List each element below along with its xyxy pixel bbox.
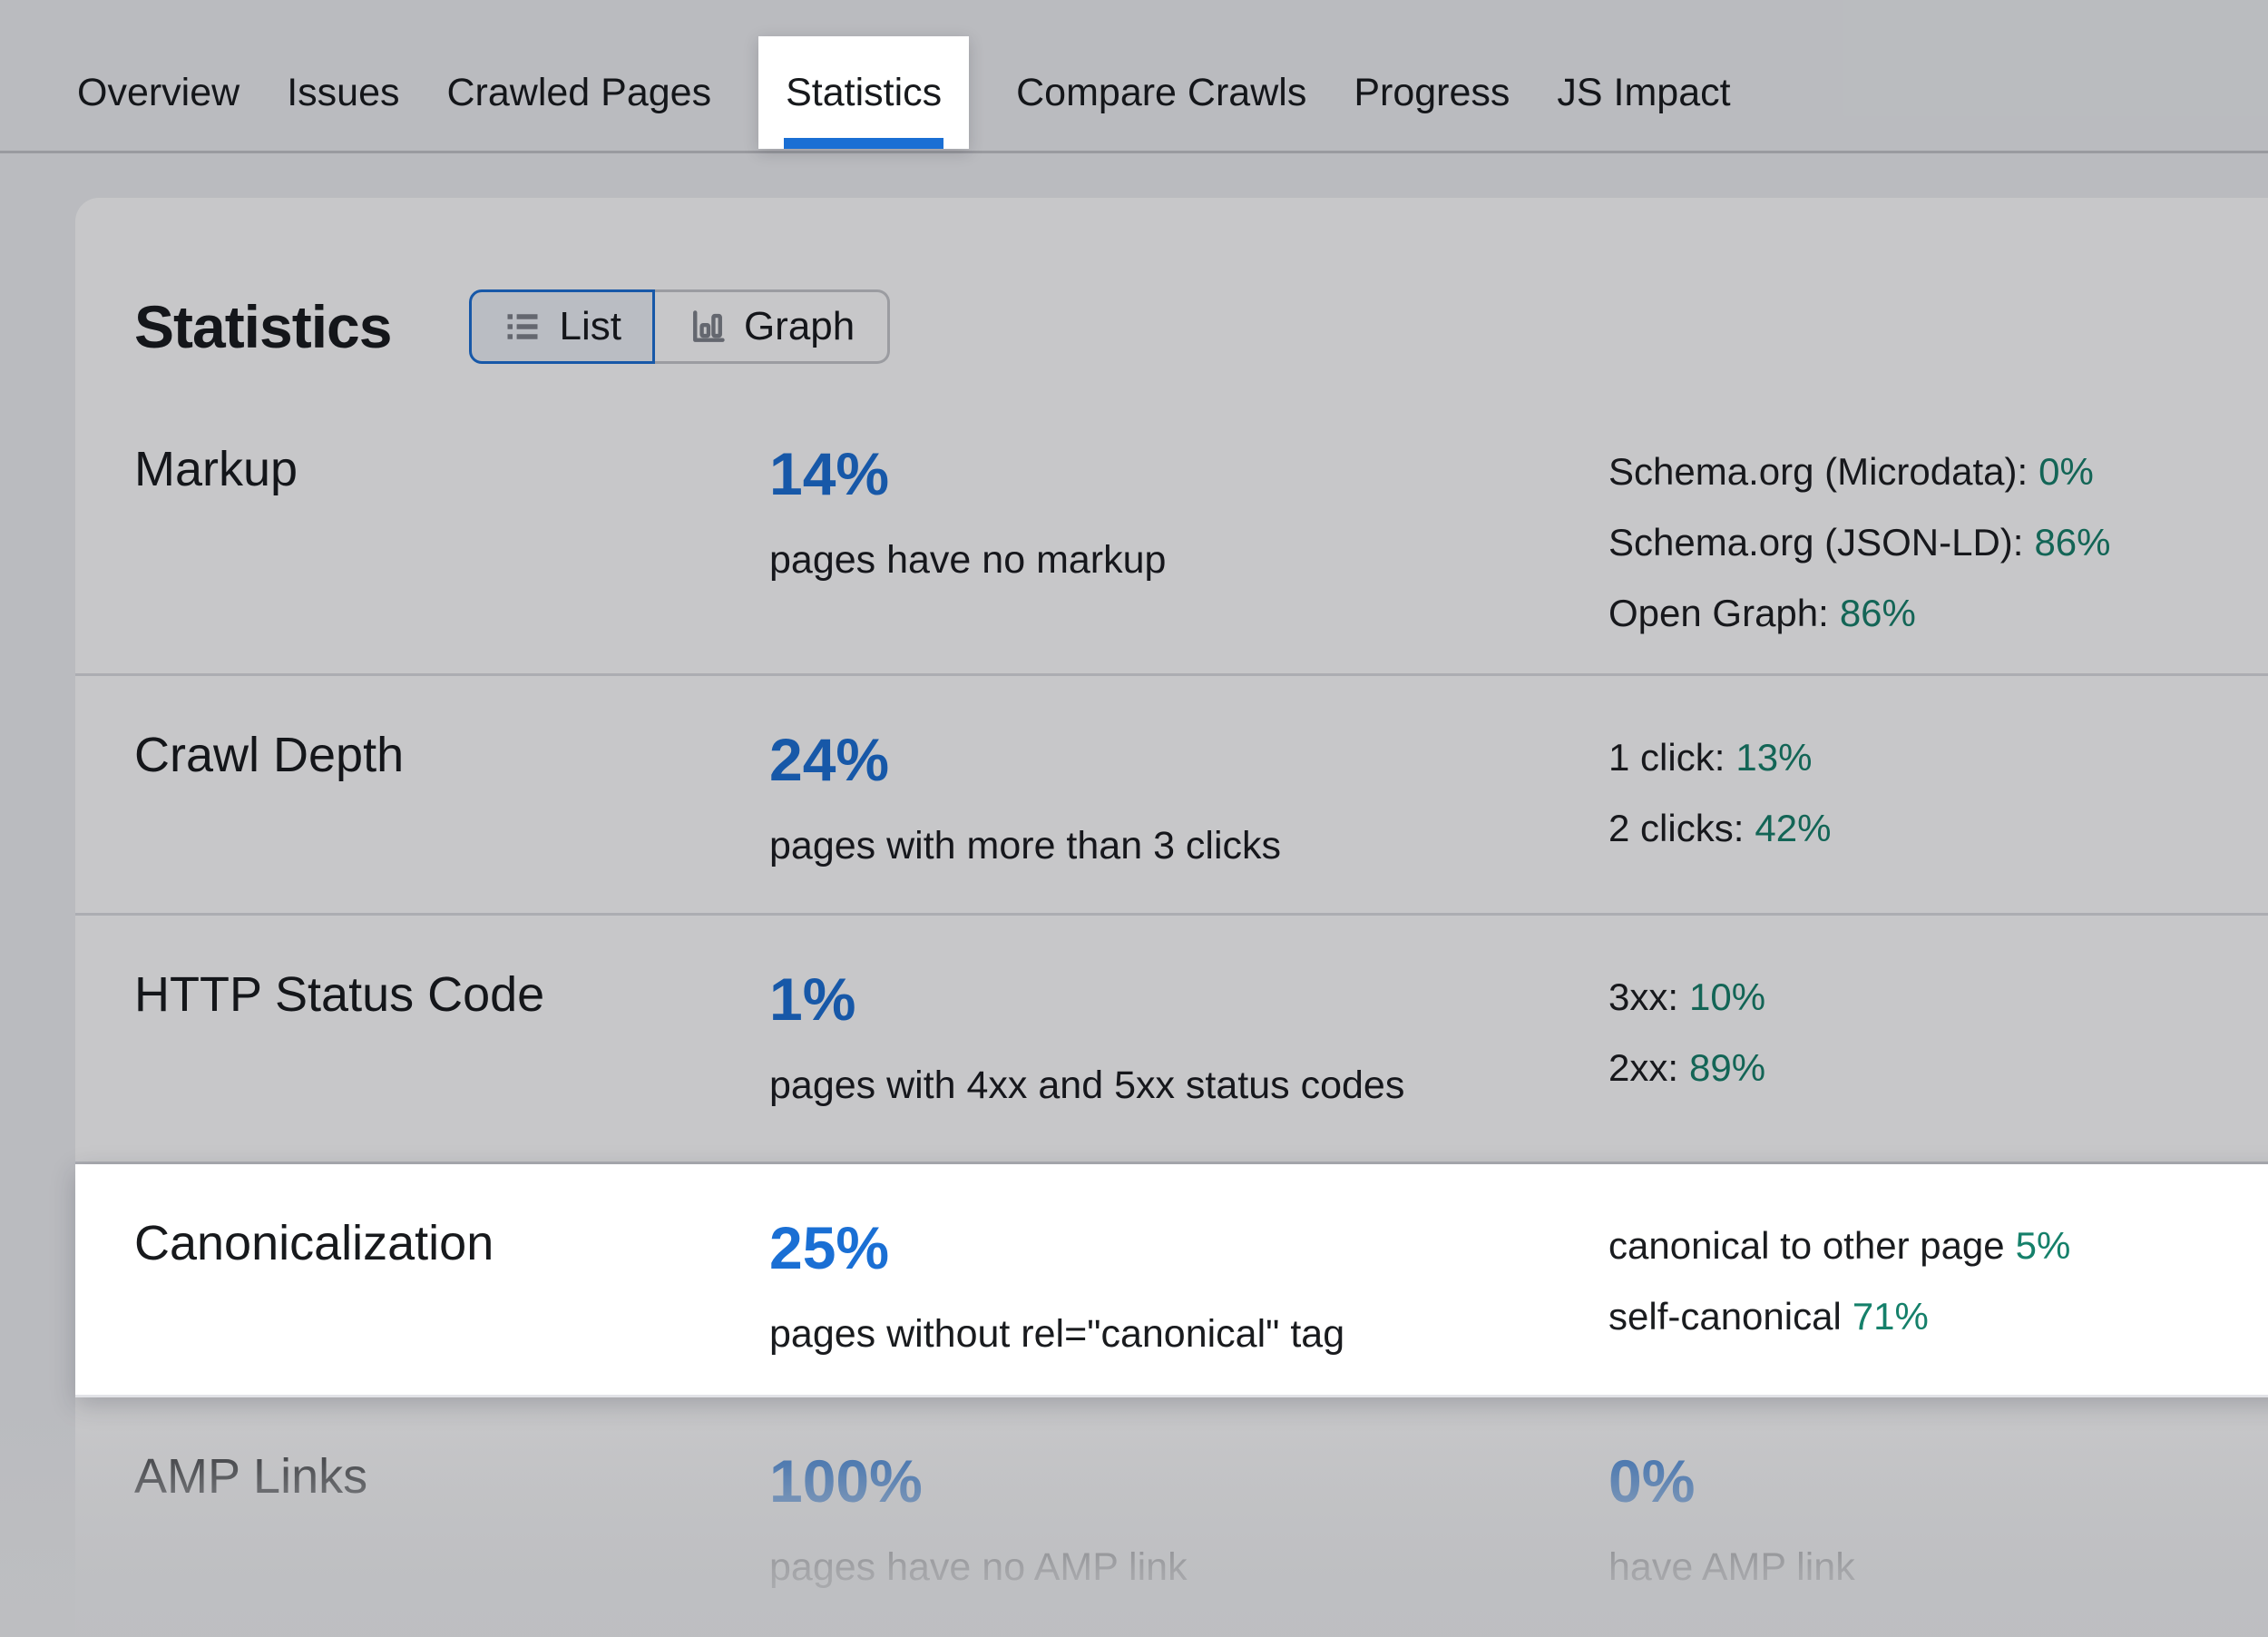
stat-row-amp-links: AMP Links 100% pages have no AMP link 0%… (75, 1397, 2268, 1637)
detail-value-link[interactable]: 86% (1839, 592, 1916, 634)
stat-description: pages have no AMP link (769, 1545, 1188, 1589)
tab-compare-crawls[interactable]: Compare Crawls (1016, 70, 1307, 114)
detail-line: canonical to other page 5% (1608, 1222, 2268, 1269)
stat-row-crawl-depth: Crawl Depth 24% pages with more than 3 c… (75, 676, 2268, 916)
tab-js-impact[interactable]: JS Impact (1557, 70, 1731, 114)
stat-value-link[interactable]: 14% (769, 440, 890, 507)
statistics-card-header: Statistics List (75, 198, 2268, 390)
stat-row-markup: Markup 14% pages have no markup Schema.o… (75, 390, 2268, 676)
stat-main: 1% pages with 4xx and 5xx status codes (769, 966, 1608, 1162)
detail-label: canonical to other page (1608, 1224, 2005, 1267)
stat-value-link[interactable]: 0% (1608, 1447, 1696, 1514)
stat-details: 1 click: 13% 2 clicks: 42% (1608, 727, 2268, 913)
detail-line: 3xx: 10% (1608, 974, 2268, 1021)
stat-main: 24% pages with more than 3 clicks (769, 727, 1608, 913)
stat-label: Markup (134, 442, 298, 496)
tab-crawled-pages[interactable]: Crawled Pages (446, 70, 712, 114)
detail-value-link[interactable]: 0% (2038, 450, 2094, 493)
stat-main: 25% pages without rel="canonical" tag (769, 1215, 1608, 1395)
stat-label: HTTP Status Code (134, 967, 545, 1022)
stat-label: Crawl Depth (134, 728, 405, 782)
graph-view-button[interactable]: Graph (654, 289, 891, 364)
detail-label: Open Graph: (1608, 592, 1829, 634)
stat-value-link[interactable]: 24% (769, 726, 890, 793)
stat-main-secondary: 0% have AMP link (1608, 1448, 2268, 1637)
detail-label: 2xx: (1608, 1046, 1679, 1089)
stat-description: have AMP link (1608, 1545, 1855, 1589)
tab-issues[interactable]: Issues (287, 70, 400, 114)
detail-label: 3xx: (1608, 975, 1679, 1018)
stat-description: pages without rel="canonical" tag (769, 1312, 1345, 1356)
detail-line: Open Graph: 86% (1608, 590, 2268, 637)
stat-description: pages with more than 3 clicks (769, 824, 1282, 868)
stat-value-link[interactable]: 25% (769, 1214, 890, 1281)
stat-description: pages with 4xx and 5xx status codes (769, 1064, 1405, 1107)
statistics-card: Statistics List (75, 198, 2268, 1637)
detail-line: self-canonical 71% (1608, 1293, 2268, 1340)
stat-row-http-status-code: HTTP Status Code 1% pages with 4xx and 5… (75, 916, 2268, 1164)
stat-details: Schema.org (Microdata): 0% Schema.org (JS… (1608, 441, 2268, 673)
stat-value-link[interactable]: 100% (769, 1447, 923, 1514)
list-view-label: List (559, 304, 621, 348)
detail-label: Schema.org (Microdata): (1608, 450, 2028, 493)
detail-label: Schema.org (JSON-LD): (1608, 521, 2024, 564)
stat-main: 14% pages have no markup (769, 441, 1608, 673)
stat-main: 100% pages have no AMP link (769, 1448, 1608, 1637)
tab-bar: Overview Issues Crawled Pages Statistics… (0, 0, 2268, 151)
detail-value-link[interactable]: 13% (1735, 736, 1813, 779)
list-view-button[interactable]: List (469, 289, 655, 364)
view-toggle: List Graph (469, 289, 891, 364)
tab-statistics[interactable]: Statistics (758, 36, 970, 149)
detail-label: 2 clicks: (1608, 807, 1745, 849)
tab-progress[interactable]: Progress (1354, 70, 1510, 114)
detail-value-link[interactable]: 71% (1852, 1295, 1929, 1338)
stat-details: 3xx: 10% 2xx: 89% (1608, 966, 2268, 1162)
tab-bar-divider (0, 151, 2268, 153)
stat-row-canonicalization: Canonicalization 25% pages without rel="… (75, 1164, 2268, 1397)
bar-chart-icon (688, 307, 728, 347)
detail-line: 2 clicks: 42% (1608, 805, 2268, 852)
detail-value-link[interactable]: 42% (1755, 807, 1832, 849)
tab-statistics-label: Statistics (786, 70, 943, 114)
tab-overview[interactable]: Overview (77, 70, 240, 114)
detail-value-link[interactable]: 89% (1689, 1046, 1766, 1089)
active-tab-underline (784, 138, 944, 149)
stat-value-link[interactable]: 1% (769, 966, 856, 1033)
detail-value-link[interactable]: 10% (1689, 975, 1766, 1018)
graph-view-label: Graph (743, 304, 855, 348)
stat-label: Canonicalization (134, 1216, 494, 1270)
detail-line: 2xx: 89% (1608, 1044, 2268, 1092)
stat-details: canonical to other page 5% self-canonical… (1608, 1215, 2268, 1395)
stat-label: AMP Links (134, 1449, 368, 1504)
stat-description: pages have no markup (769, 538, 1167, 582)
detail-line: Schema.org (Microdata): 0% (1608, 448, 2268, 495)
detail-value-link[interactable]: 5% (2015, 1224, 2071, 1267)
detail-line: 1 click: 13% (1608, 734, 2268, 781)
detail-value-link[interactable]: 86% (2034, 521, 2111, 564)
detail-line: Schema.org (JSON-LD): 86% (1608, 519, 2268, 566)
page-title: Statistics (134, 293, 392, 360)
detail-label: 1 click: (1608, 736, 1725, 779)
detail-label: self-canonical (1608, 1295, 1842, 1338)
list-icon (503, 307, 543, 347)
